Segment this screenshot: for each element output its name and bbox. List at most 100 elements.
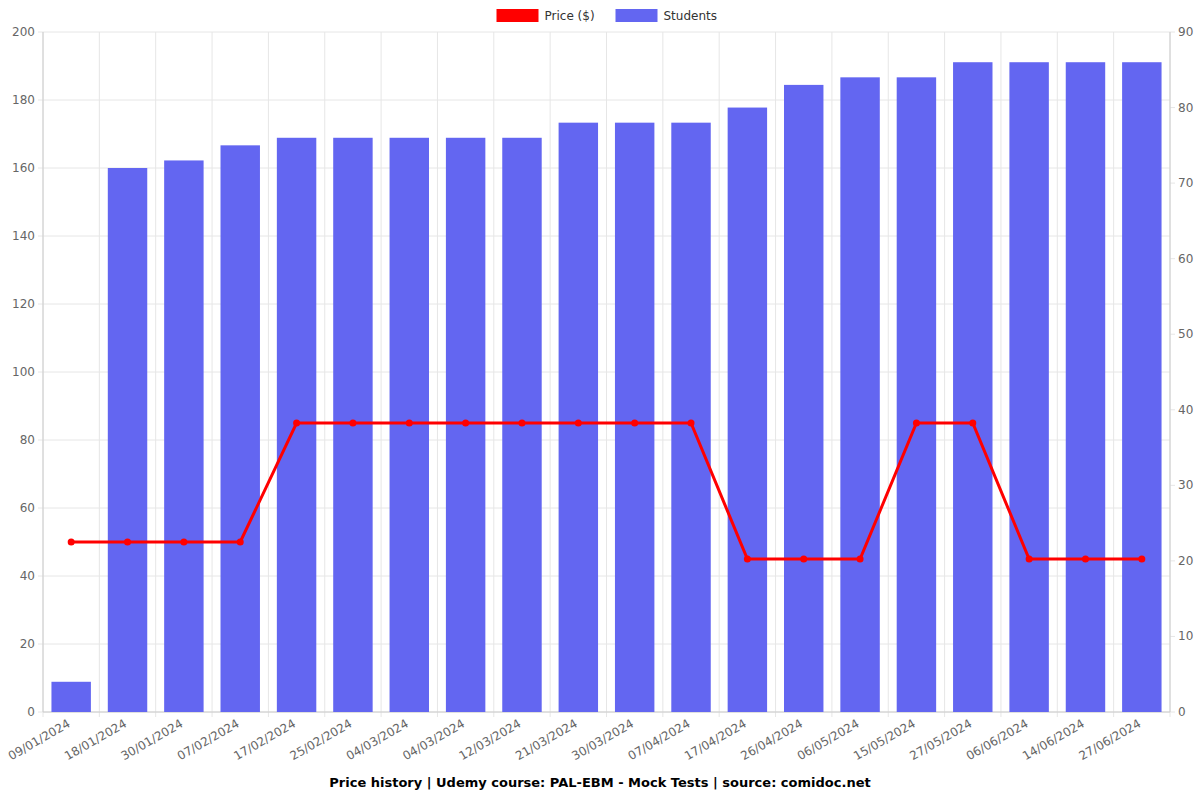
y-tick-label: 200 [12, 25, 35, 39]
y2-tick-label: 20 [1178, 554, 1193, 568]
category-grid-line [381, 32, 382, 717]
y2-tick-label: 80 [1178, 101, 1193, 115]
bar [840, 77, 879, 712]
legend-swatch [616, 9, 658, 22]
x-tick-label: 18/01/2024 [62, 716, 129, 763]
y-grid-line [38, 304, 1170, 305]
y-grid-line [38, 168, 1170, 169]
y2-tick [1170, 485, 1175, 486]
bar [51, 682, 90, 712]
x-tick-label: 04/03/2024 [344, 716, 411, 763]
x-tick-label: 17/02/2024 [231, 716, 298, 763]
y2-tick-label: 60 [1178, 252, 1193, 266]
category-grid-line [268, 32, 269, 717]
y-tick-label: 180 [12, 93, 35, 107]
category-grid-line [1113, 32, 1114, 717]
price-point [800, 556, 807, 563]
price-point [180, 539, 187, 546]
y2-tick [1170, 712, 1175, 713]
category-grid-line [775, 32, 776, 717]
price-point [969, 420, 976, 427]
price-point [293, 420, 300, 427]
y2-tick [1170, 183, 1175, 184]
category-grid-line [719, 32, 720, 717]
bar [277, 138, 316, 712]
price-point [1138, 556, 1145, 563]
category-grid-line [944, 32, 945, 717]
y-tick-label: 20 [20, 637, 35, 651]
category-grid-line [155, 32, 156, 717]
bar [671, 123, 710, 712]
chart-svg: 0204060801001201401601802000102030405060… [0, 0, 1200, 800]
x-tick-label: 12/03/2024 [457, 716, 524, 763]
y-axis-line [43, 32, 44, 712]
price-point [237, 539, 244, 546]
y2-tick [1170, 409, 1175, 410]
price-line [71, 423, 1142, 559]
bar [1066, 62, 1105, 712]
y-tick-label: 120 [12, 297, 35, 311]
price-point [631, 420, 638, 427]
price-point [688, 420, 695, 427]
legend-label: Price ($) [545, 9, 595, 23]
x-tick-label: 07/02/2024 [175, 716, 242, 763]
x-tick-label: 25/02/2024 [288, 716, 355, 763]
y-tick-label: 60 [20, 501, 35, 515]
y2-axis-line [1170, 32, 1171, 712]
y2-tick [1170, 258, 1175, 259]
x-tick-label: 04/03/2024 [400, 716, 467, 763]
bar [390, 138, 429, 712]
y-tick-label: 80 [20, 433, 35, 447]
y2-tick-label: 10 [1178, 629, 1193, 643]
y2-tick-label: 30 [1178, 478, 1193, 492]
category-grid-line [1170, 32, 1171, 717]
legend: Price ($)Students [497, 9, 718, 23]
y-grid-line [38, 712, 1170, 713]
grid [38, 32, 1175, 717]
y-grid-line [38, 100, 1170, 101]
price-point [913, 420, 920, 427]
x-tick-label: 26/04/2024 [738, 716, 805, 763]
x-tick-label: 09/01/2024 [6, 716, 73, 763]
category-grid-line [550, 32, 551, 717]
y-grid-line [38, 32, 1170, 33]
bar [164, 160, 203, 712]
y2-tick [1170, 560, 1175, 561]
bar [502, 138, 541, 712]
bar [784, 85, 823, 712]
bar [446, 138, 485, 712]
y2-tick [1170, 636, 1175, 637]
y2-tick-label: 0 [1178, 705, 1186, 719]
marks [51, 62, 1161, 712]
bar [728, 108, 767, 712]
price-point [575, 420, 582, 427]
y-tick-label: 100 [12, 365, 35, 379]
price-point [1082, 556, 1089, 563]
y-tick-label: 0 [27, 705, 35, 719]
category-grid-line [324, 32, 325, 717]
x-tick-label: 27/06/2024 [1076, 716, 1143, 763]
bar [615, 123, 654, 712]
bar [221, 145, 260, 712]
category-grid-line [888, 32, 889, 717]
category-grid-line [212, 32, 213, 717]
x-tick-label: 14/06/2024 [1020, 716, 1087, 763]
bar [108, 168, 147, 712]
x-axis-line [43, 712, 1170, 713]
category-grid-line [43, 32, 44, 717]
x-tick-label: 15/05/2024 [851, 716, 918, 763]
y2-tick-label: 70 [1178, 176, 1193, 190]
y-tick-label: 160 [12, 161, 35, 175]
category-grid-line [437, 32, 438, 717]
bar [1009, 62, 1048, 712]
x-tick-label: 30/03/2024 [569, 716, 636, 763]
category-grid-line [662, 32, 663, 717]
y-tick-label: 40 [20, 569, 35, 583]
y-grid-line [38, 644, 1170, 645]
y2-tick-label: 90 [1178, 25, 1193, 39]
bar [1122, 62, 1161, 712]
x-tick-label: 07/04/2024 [626, 716, 693, 763]
y2-tick [1170, 107, 1175, 108]
category-grid-line [493, 32, 494, 717]
category-grid-line [831, 32, 832, 717]
